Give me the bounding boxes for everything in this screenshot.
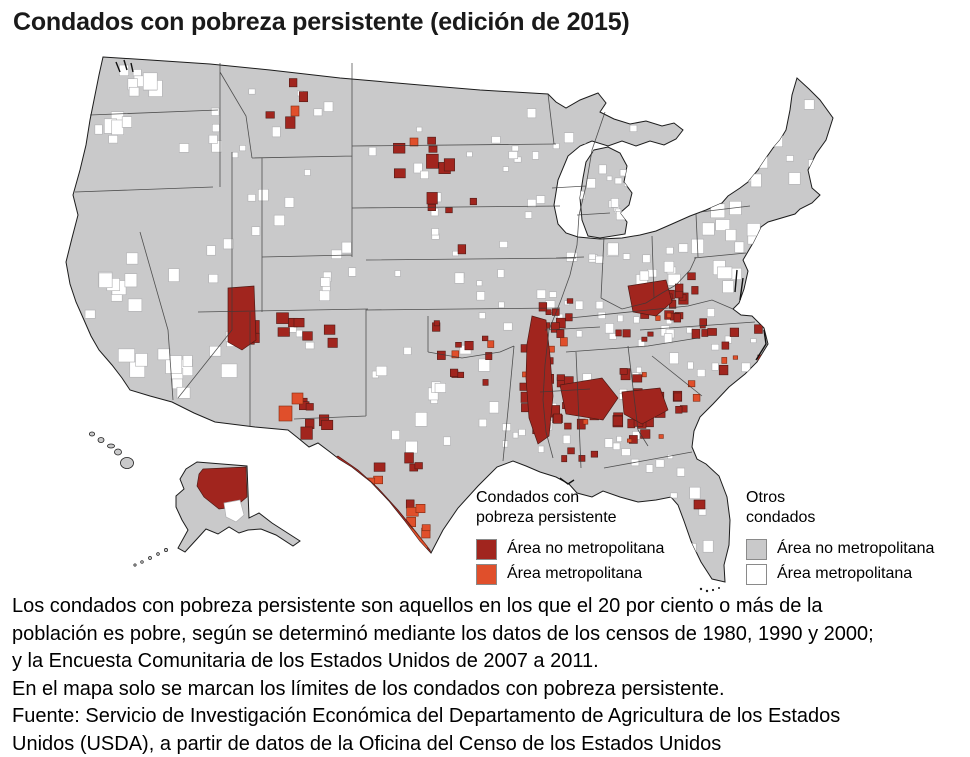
- footnotes: Los condados con pobreza persistente son…: [12, 593, 962, 757]
- swatch-others-nonmetro: [746, 538, 767, 560]
- legend-label: Área no metropolitana: [507, 540, 665, 557]
- map-note-line: En el mapa solo se marcan los límites de…: [12, 677, 725, 700]
- legend-item-poverty-metro: Área metropolitana: [476, 563, 664, 585]
- definition-line: y la Encuesta Comunitaria de los Estados…: [12, 650, 599, 672]
- us-mainland-outline: [65, 56, 834, 583]
- definition-line: Los condados con pobreza persistente son…: [12, 595, 823, 617]
- legend-others-heading: Otros condados: [746, 489, 816, 526]
- swatch-poverty-nonmetro: [476, 538, 497, 560]
- michigan-mitten: [579, 146, 633, 239]
- legend-label: Área metropolitana: [507, 565, 643, 582]
- coastal-details: [115, 59, 767, 485]
- definition-line: población es pobre, según se determinó m…: [12, 622, 874, 645]
- page-title: Condados con pobreza persistente (edició…: [13, 8, 630, 36]
- hawaii-islands: [89, 431, 134, 469]
- source-line: Unidos (USDA), a partir de datos de la O…: [12, 732, 722, 755]
- legend-item-others-metro: Área metropolitana: [746, 563, 934, 585]
- florida-keys: [699, 587, 720, 593]
- legend-label: Área no metropolitana: [777, 540, 935, 557]
- source-line: Fuente: Servicio de Investigación Económ…: [12, 705, 841, 727]
- swatch-poverty-metro: [476, 563, 497, 585]
- aleutian-islands: [133, 548, 168, 567]
- legend-poverty-group: Condados con pobreza persistente Área no…: [476, 488, 664, 589]
- state-borders: [74, 63, 756, 469]
- legend-label: Área metropolitana: [777, 565, 913, 582]
- legend-item-others-nonmetro: Área no metropolitana: [746, 538, 935, 560]
- alaska-speckles: [196, 466, 248, 523]
- swatch-others-metro: [746, 563, 767, 585]
- legend-item-poverty-nonmetro: Área no metropolitana: [476, 538, 665, 560]
- legend-poverty-heading: Condados con pobreza persistente: [476, 489, 617, 526]
- legend-others-group: Otros condados Área no metropolitana Áre…: [746, 488, 934, 589]
